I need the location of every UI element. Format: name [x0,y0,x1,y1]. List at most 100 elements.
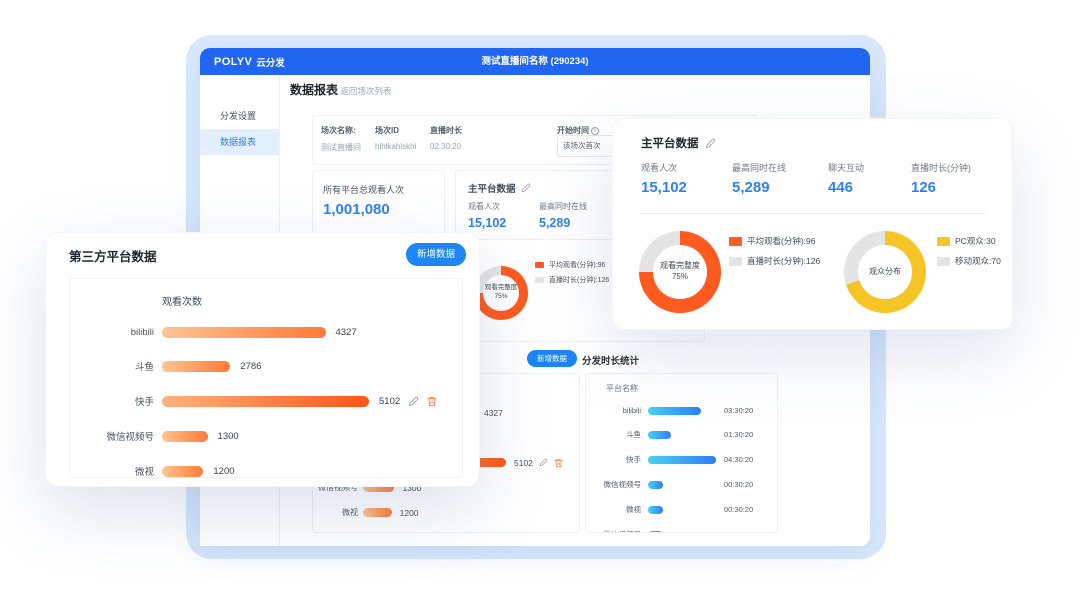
legend-row: 平均观看(分钟):96 [729,235,820,247]
legend-row: 移动观众:70 [937,255,1001,267]
bar-track [648,530,724,532]
bar [162,327,326,338]
bar-label: 微信视频号 [318,483,358,492]
metric-peak-online: 最高同时在线 5,289 [732,161,786,196]
session-start-field: 开始时间 i [557,125,599,136]
metric-label: 观看人次 [641,163,678,173]
bar-label: 斗鱼 [134,362,154,373]
duration-row: 微信视频号 00:30:20 [586,529,777,532]
legend-label: 直播时长(分钟):126 [549,277,610,284]
donut-hole [483,275,519,311]
distribution-heading: 分发时长统计 [582,356,640,367]
session-duration-label: 直播时长 [430,126,462,135]
dotted-divider [641,213,986,214]
third-party-card: 第三方平台数据 新增数据 观看次数 bilibili 4327 斗鱼 2786 快手… [45,232,480,487]
bar [648,406,702,415]
bar-label: 微视 [342,508,358,517]
main-platform-title-text: 主平台数据 [468,184,516,195]
session-id-value: hlhlkahlskhl [375,142,417,151]
bar-value: 1300 [217,430,239,442]
delete-icon[interactable] [554,458,563,468]
add-data-button[interactable]: 新增数据 [527,350,577,367]
duration-row: 微信视频号 00:30:20 [586,479,777,490]
row-label: 微信视频号 [586,529,642,532]
third-party-title: 第三方平台数据 [69,250,157,264]
donut-hole [653,245,707,299]
metric-value: 5,289 [732,179,770,196]
info-icon[interactable]: i [591,127,599,135]
bar-value: 1200 [399,507,419,518]
room-title: 测试直播间名称 (290234) [481,56,589,67]
delete-icon[interactable] [427,396,437,407]
duration-row: 快手 04:30:20 [586,454,777,465]
total-views-label: 所有平台总观看人次 [323,185,405,195]
duration-row: 斗鱼 01:30:20 [586,429,777,440]
edit-icon[interactable] [705,138,716,149]
logo-text: POLYV [214,55,253,68]
bar-value: 4327 [483,408,503,418]
donut-center-text: 观众分布 [844,231,926,313]
start-time-tooltip: 该场次首次 [557,135,615,157]
edit-icon[interactable] [539,458,548,467]
polyv-logo: POLYV 云分发 [214,48,285,75]
metric-viewers: 观看人次 15,102 [641,161,687,196]
main-platform-title: 主平台数据 [641,135,716,151]
metric-value: 446 [828,179,854,196]
donut-center-text: 观看完整度 75% [639,231,721,313]
bar-row: 微视 1200 [70,464,462,477]
back-chevron-icon: < [333,86,338,96]
duration-row: 微视 00:30:20 [586,504,777,515]
donut-center-label: 观众分布 [869,266,901,276]
metric-label: 直播时长(分钟) [911,163,971,173]
bar-row: 微信视频号 1300 [70,429,462,443]
bar [162,465,204,477]
sidebar-item-distribution-settings[interactable]: 分发设置 [220,111,257,121]
platform-column-header: 平台名称 [606,384,638,393]
bar-value: 1300 [402,482,422,493]
legend-row: 直播时长(分钟):126 [729,255,820,267]
metric-chat: 聊天互动 446 [828,161,864,196]
add-manually-link[interactable]: 添加 [446,532,462,533]
bar-row: 斗鱼 2786 [70,359,462,373]
completion-legend-bg: 平均观看(分钟):96 直播时长(分钟):126 [535,260,609,290]
bar-value: 1200 [213,465,235,477]
donut-center-label: 观看完整度 [660,261,700,271]
bar [648,455,716,464]
views-chart-title: 观看次数 [162,297,202,308]
duration-row: bilibili 03:30:20 [586,406,777,415]
row-time: 00:30:20 [724,480,754,489]
audience-donut: 观众分布 [844,231,926,313]
legend-swatch [729,256,742,266]
edit-icon[interactable] [521,183,531,193]
main-platform-title-text: 主平台数据 [641,138,699,150]
legend-label: 平均观看(分钟):96 [747,236,816,246]
metric-peak-online: 最高同时在线 5,289 [539,201,587,230]
session-name-value: 测试直播间 [321,143,361,152]
bar-value: 2786 [240,360,262,372]
bar [648,480,663,489]
bar [363,508,392,517]
donut-center-text: 观看完整度 75% [474,266,528,320]
bar [162,430,208,442]
bar-row: 微信视频号 1300 [313,482,579,493]
bar-row: 快手 5102 [70,394,462,408]
legend-row: PC观众:30 [937,235,1001,247]
metric-value: 15,102 [468,216,507,230]
row-label: bilibili [622,406,641,415]
edit-icon[interactable] [408,396,419,407]
page-title: 数据报表 [290,83,339,97]
donut-center-value: 75% [671,272,688,281]
back-link[interactable]: < 返回场次列表 [333,85,391,97]
sidebar-item-data-report[interactable]: 数据报表 [200,129,279,155]
bar [162,360,231,372]
views-chart-panel: 观看次数 bilibili 4327 斗鱼 2786 快手 5102 微信视频号 130… [69,278,463,478]
row-label: 微信视频号 [603,480,642,489]
bar [648,530,663,532]
metric-label: 观看人次 [468,202,500,211]
metric-label: 最高同时在线 [732,163,787,173]
add-data-button[interactable]: 新增数据 [406,243,466,266]
back-link-label: 返回场次列表 [340,86,392,96]
bar-track [648,406,724,415]
audience-legend: PC观众:30 移动观众:70 [937,235,1001,275]
donut-hole [858,245,912,299]
